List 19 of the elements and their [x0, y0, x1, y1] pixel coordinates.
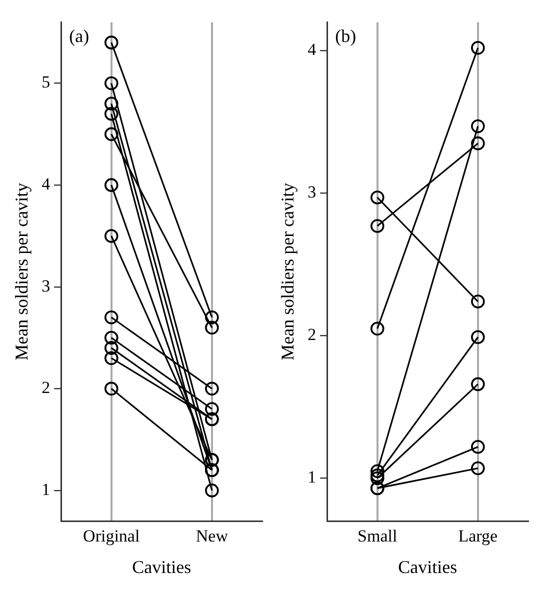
x-tick-label: Original: [83, 526, 140, 546]
y-tick-label: 3: [308, 182, 316, 202]
y-tick-label: 1: [308, 468, 316, 487]
y-tick-label: 4: [308, 40, 317, 60]
y-tick-label: 1: [42, 480, 50, 499]
x-axis-title: Cavities: [132, 556, 192, 577]
x-tick-label: New: [196, 526, 229, 546]
y-tick-label: 2: [308, 325, 316, 344]
y-axis-title: Mean soldiers per cavity: [278, 182, 298, 360]
x-axis-title: Cavities: [398, 556, 458, 577]
y-tick-label: 4: [42, 174, 51, 194]
y-axis-title: Mean soldiers per cavity: [12, 182, 32, 360]
x-tick-label: Large: [458, 526, 498, 546]
y-tick-label: 5: [42, 72, 50, 92]
x-tick-label: Small: [358, 526, 398, 546]
annotation: (b): [335, 26, 356, 46]
y-tick-label: 2: [42, 378, 50, 398]
annotation: (a): [69, 26, 90, 46]
y-tick-label: 3: [42, 276, 50, 296]
